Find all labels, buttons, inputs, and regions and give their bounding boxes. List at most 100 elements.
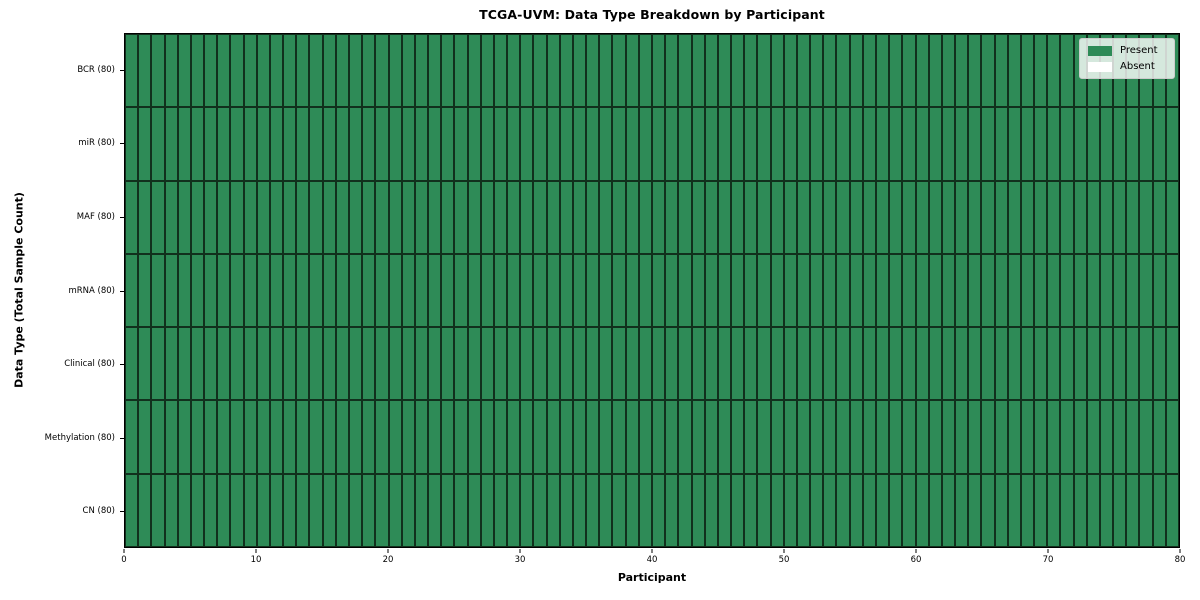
heatmap-cell (1047, 473, 1061, 547)
heatmap-cell (678, 400, 692, 474)
heatmap-cell (889, 253, 903, 328)
heatmap-cell (546, 327, 560, 401)
heatmap-cell (1007, 327, 1021, 401)
heatmap-cell (256, 400, 270, 474)
heatmap-cell (1034, 327, 1048, 401)
heatmap-cell (902, 253, 916, 328)
heatmap-cell (665, 34, 679, 108)
plot-grid (125, 34, 1179, 547)
heatmap-cell (1099, 327, 1114, 401)
x-tick-label: 20 (382, 555, 394, 565)
heatmap-cell (177, 253, 191, 328)
heatmap-cell (204, 253, 218, 328)
heatmap-cell (665, 253, 679, 328)
heatmap-cell (823, 400, 837, 474)
heatmap-cell (928, 180, 942, 254)
heatmap-cell (849, 107, 863, 181)
heatmap-cell (441, 34, 455, 108)
heatmap-cell (164, 34, 178, 108)
heatmap-cell (612, 327, 626, 401)
heatmap-cell (862, 473, 876, 547)
heatmap-cell (559, 327, 573, 401)
heatmap-cell (177, 34, 191, 108)
heatmap-cell (428, 327, 442, 401)
heatmap-cell (796, 180, 811, 254)
heatmap-cell (889, 327, 903, 401)
heatmap-cell (401, 107, 415, 181)
heatmap-cell (362, 180, 376, 254)
heatmap-cell (731, 107, 745, 181)
heatmap-cell (1060, 253, 1074, 328)
heatmap-cell (652, 400, 666, 474)
heatmap-cell (467, 253, 481, 328)
heatmap-cell (704, 34, 718, 108)
heatmap-cell (968, 327, 982, 401)
heatmap-cell (823, 180, 837, 254)
heatmap-cell (638, 107, 652, 181)
y-tick-label: BCR (80) (77, 64, 115, 75)
heatmap-cell (190, 327, 205, 401)
heatmap-cell (1007, 180, 1021, 254)
heatmap-cell (533, 180, 547, 254)
heatmap-cell (704, 473, 718, 547)
heatmap-cell (1113, 253, 1127, 328)
heatmap-cell (1152, 253, 1166, 328)
heatmap-cell (164, 253, 178, 328)
heatmap-cell (309, 400, 323, 474)
heatmap-cell (1007, 107, 1021, 181)
heatmap-cell (1126, 180, 1140, 254)
heatmap-cell (941, 107, 956, 181)
heatmap-cell (559, 34, 573, 108)
heatmap-cell (889, 107, 903, 181)
heatmap-cell (375, 34, 389, 108)
heatmap-cell (783, 180, 797, 254)
heatmap-cell (507, 180, 521, 254)
heatmap-cell (757, 473, 771, 547)
heatmap-cell (586, 473, 600, 547)
heatmap-cell (309, 327, 323, 401)
heatmap-cell (414, 473, 429, 547)
heatmap-cell (493, 400, 508, 474)
heatmap-cell (875, 107, 890, 181)
y-axis: BCR (80) miR (80) MAF (80) mRNA (80) Clinica… (0, 33, 124, 548)
heatmap-cell (348, 327, 363, 401)
heatmap-cell (401, 473, 415, 547)
heatmap-cell (572, 34, 587, 108)
heatmap-cell (625, 400, 639, 474)
heatmap-cell (638, 180, 652, 254)
heatmap-cell (1099, 180, 1114, 254)
heatmap-cell (1139, 107, 1153, 181)
heatmap-cell (731, 180, 745, 254)
heatmap-cell (612, 473, 626, 547)
y-tick-mark (120, 511, 124, 513)
heatmap-cell (744, 253, 758, 328)
x-tick-mark (519, 549, 521, 553)
heatmap-cell (941, 253, 956, 328)
heatmap-cell (612, 400, 626, 474)
heatmap-cell (783, 34, 797, 108)
heatmap-cell (586, 34, 600, 108)
heatmap-cell (454, 253, 468, 328)
heatmap-cell (269, 34, 284, 108)
heatmap-cell (652, 253, 666, 328)
heatmap-cell (190, 473, 205, 547)
heatmap-cell (862, 107, 876, 181)
heatmap-cell (625, 107, 639, 181)
heatmap-cell (507, 253, 521, 328)
heatmap-cell (1007, 34, 1021, 108)
heatmap-cell (348, 180, 363, 254)
heatmap-cell (348, 400, 363, 474)
heatmap-cell (217, 327, 231, 401)
heatmap-cell (138, 473, 152, 547)
heatmap-cell (1165, 327, 1179, 401)
heatmap-cell (441, 473, 455, 547)
heatmap-cell (138, 34, 152, 108)
heatmap-cell (1060, 327, 1074, 401)
heatmap-cell (190, 180, 205, 254)
heatmap-cell (941, 327, 956, 401)
heatmap-cell (414, 180, 429, 254)
heatmap-cell (256, 253, 270, 328)
heatmap-cell (151, 34, 165, 108)
heatmap-cell (243, 473, 257, 547)
heatmap-cell (1113, 327, 1127, 401)
